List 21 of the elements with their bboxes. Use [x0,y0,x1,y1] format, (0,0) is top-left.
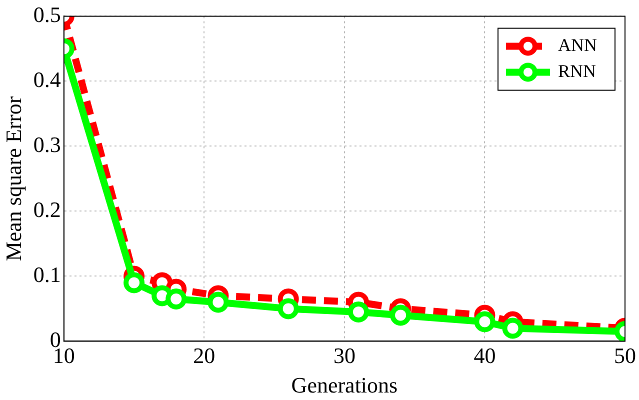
x-axis-title: Generations [291,372,398,398]
x-tick-label: 50 [614,343,636,368]
y-axis-title: Mean square Error [0,96,26,262]
point [166,288,187,310]
y-tick-label: 0.2 [33,196,61,222]
point [208,292,229,313]
legend-label: RNN [558,60,596,81]
y-tick-label: 0.3 [33,132,61,157]
y-tick-label: 0.1 [33,262,61,287]
x-tick-label: 30 [333,343,356,368]
y-tick-label: 0.5 [33,2,61,27]
point [474,311,496,332]
legend-label: ANN [558,34,598,55]
y-tick-label: 0.4 [33,66,61,92]
point [348,301,369,322]
point [278,298,299,320]
point [502,318,524,339]
x-tick-label: 40 [474,343,496,368]
point [124,272,145,294]
point [390,304,412,326]
x-tick-label: 20 [193,343,216,368]
